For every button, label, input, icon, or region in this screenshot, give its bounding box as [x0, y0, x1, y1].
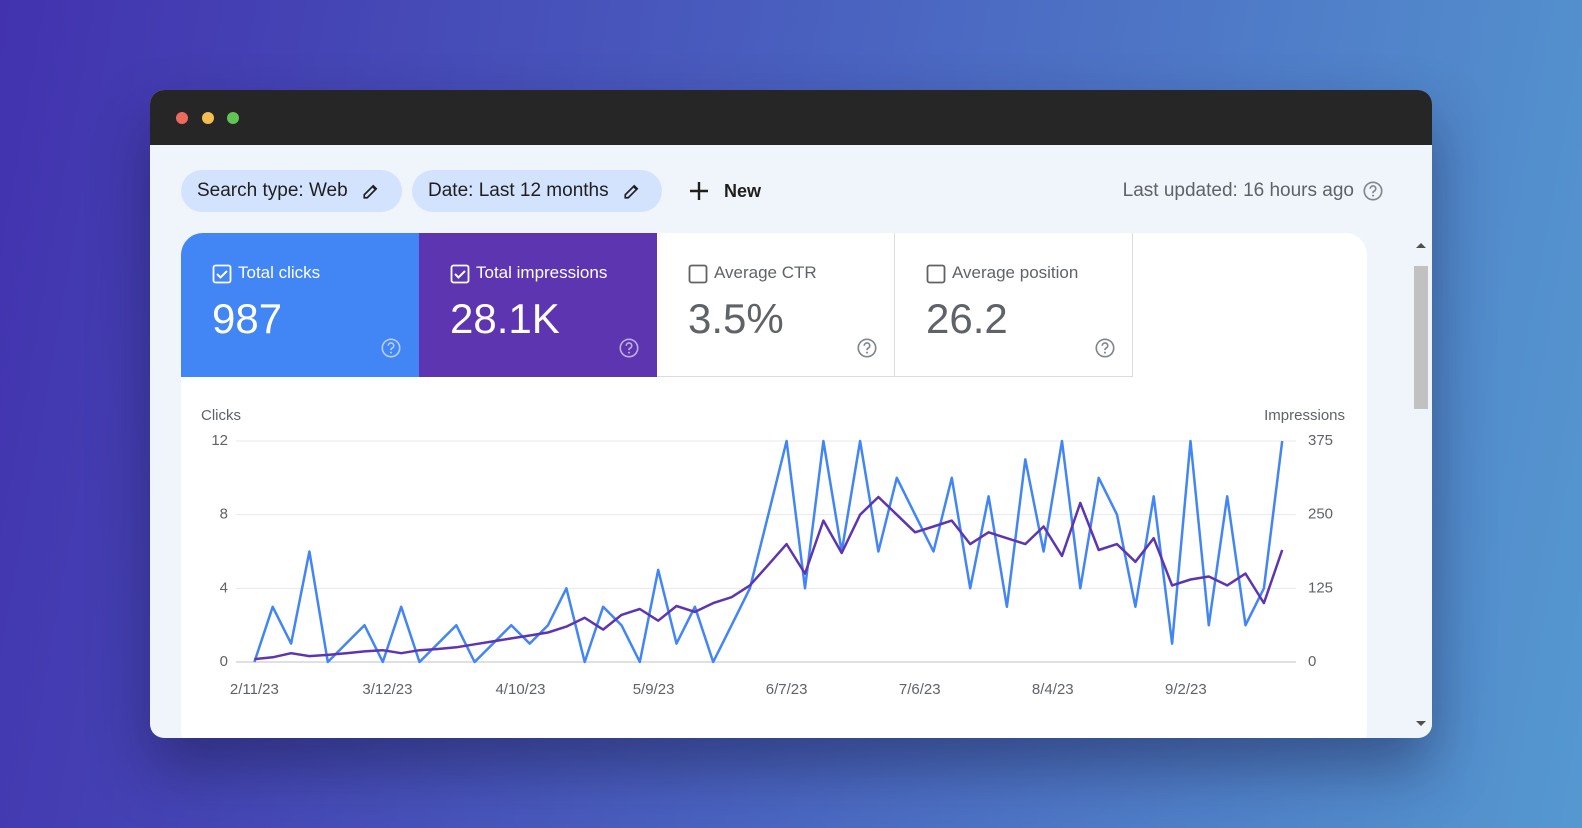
help-dot	[865, 351, 869, 354]
checkbox-box	[926, 264, 946, 284]
metric-value: 26.2	[926, 295, 1008, 342]
x-tick-label: 3/12/23	[362, 681, 412, 698]
filter-chip[interactable]: Search type: Web	[181, 170, 402, 212]
help-icon[interactable]	[618, 337, 640, 359]
help-icon[interactable]	[856, 337, 878, 359]
metric-label: Total impressions	[476, 263, 608, 282]
metric-label: Total clicks	[238, 263, 321, 282]
browser-window: Search type: Web Date: Last 12 months Ne…	[150, 90, 1432, 738]
help-mark	[863, 342, 871, 351]
checkbox-box	[450, 264, 470, 284]
plus-icon	[690, 182, 708, 200]
help-circle	[1095, 338, 1115, 358]
metric-value: 987	[212, 295, 283, 342]
new-button[interactable]: New	[688, 170, 761, 212]
minimize-button[interactable]	[202, 112, 214, 124]
metric-label: Average position	[952, 263, 1079, 282]
series-line	[253, 439, 1284, 664]
checkbox	[688, 264, 708, 284]
edit-icon	[363, 184, 378, 199]
help-mark	[625, 342, 633, 351]
help-circle	[381, 338, 401, 358]
edit-icon	[624, 184, 639, 199]
new-label: New	[724, 180, 762, 201]
checkmark	[216, 270, 228, 279]
checkbox	[212, 264, 232, 284]
y2-tick-label: 375	[1308, 432, 1333, 449]
metric-value: 3.5%	[688, 295, 784, 342]
x-tick-label: 5/9/23	[633, 681, 675, 698]
y-tick-label: 0	[220, 653, 228, 670]
checkbox	[450, 264, 470, 284]
metric-card[interactable]: Total impressions 28.1K	[419, 233, 657, 377]
metric-card[interactable]: Total clicks 987	[181, 233, 419, 377]
scrollbar-graphic	[1414, 243, 1428, 726]
scrollbar[interactable]	[1410, 233, 1432, 738]
y-tick-label: 8	[220, 506, 228, 523]
help-mark	[1101, 342, 1109, 351]
y-tick-label: 12	[211, 432, 228, 449]
y2-axis-title: Impressions	[1264, 407, 1345, 424]
chart: Clicks Impressions 0 4 8 12 0 125 250 375 2/11/23 3…	[201, 407, 1345, 698]
x-tick-label: 9/2/23	[1165, 681, 1207, 698]
y2-tick-label: 0	[1308, 653, 1316, 670]
series-line	[254, 495, 1284, 661]
close-button[interactable]	[176, 112, 188, 124]
y-axis-title: Clicks	[201, 407, 241, 424]
y-tick-label: 4	[220, 579, 228, 596]
help-icon[interactable]	[1094, 337, 1116, 359]
help-dot	[1103, 351, 1107, 354]
metric-card[interactable]: Average CTR 3.5%	[657, 233, 895, 377]
help-mark	[387, 342, 395, 351]
chip-label: Date: Last 12 months	[428, 180, 609, 201]
last-updated: Last updated: 16 hours ago	[1123, 170, 1384, 212]
y2-tick-label: 250	[1308, 506, 1333, 523]
checkbox-box	[212, 264, 232, 284]
help-circle	[619, 338, 639, 358]
checkmark	[454, 270, 466, 279]
last-updated-text: Last updated: 16 hours ago	[1122, 180, 1354, 201]
metric-card[interactable]: Average position 26.2	[895, 233, 1133, 377]
metric-value: 28.1K	[450, 295, 560, 342]
y2-tick-label: 125	[1308, 579, 1333, 596]
performance-panel: Total clicks 987 Total impressions 28.1K Ave…	[181, 233, 1367, 738]
x-tick-label: 2/11/23	[230, 681, 279, 698]
x-tick-label: 4/10/23	[495, 681, 545, 698]
checkbox	[926, 264, 946, 284]
chip-label: Search type: Web	[197, 180, 348, 201]
help-dot	[627, 351, 631, 354]
x-tick-label: 8/4/23	[1032, 681, 1074, 698]
x-tick-label: 7/6/23	[899, 681, 941, 698]
metric-label: Average CTR	[714, 263, 817, 282]
help-dot	[389, 351, 393, 354]
help-icon[interactable]	[1362, 180, 1384, 202]
title-bar	[150, 90, 1432, 145]
help-icon[interactable]	[380, 337, 402, 359]
x-tick-label: 6/7/23	[766, 681, 808, 698]
maximize-button[interactable]	[227, 112, 239, 124]
filter-chip[interactable]: Date: Last 12 months	[412, 170, 662, 212]
checkbox-box	[688, 264, 708, 284]
help-circle	[857, 338, 877, 358]
